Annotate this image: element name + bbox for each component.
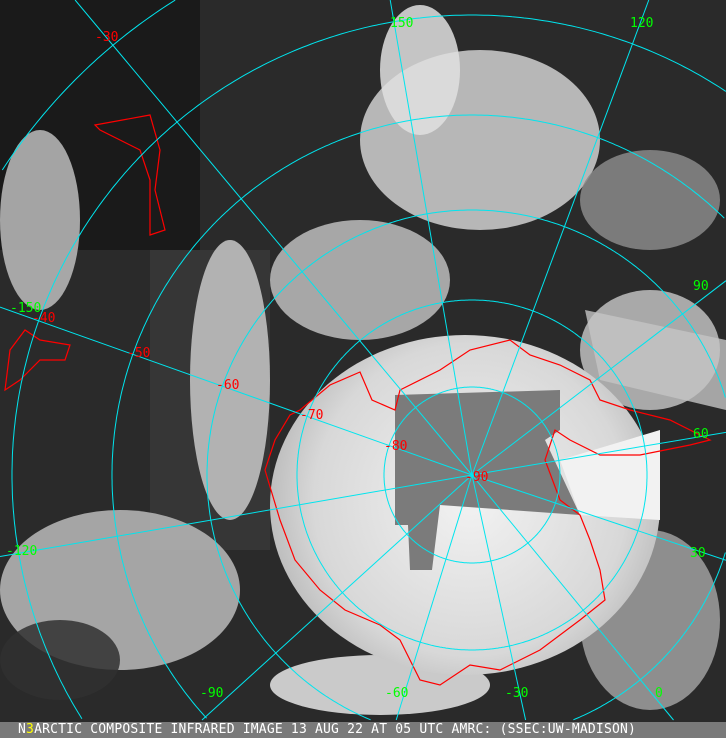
meridian-line: [471, 474, 674, 721]
lat-label: -70: [300, 408, 323, 423]
lat-label: -90: [465, 470, 488, 485]
meridian-line: [0, 306, 473, 476]
lon-label: -150: [10, 301, 41, 316]
lon-label: 60: [693, 427, 709, 442]
image-caption: N3ARCTIC COMPOSITE INFRARED IMAGE 13 AUG…: [0, 722, 726, 738]
graticule: [0, 0, 726, 721]
meridian-line: [74, 0, 473, 476]
meridian-line: [471, 0, 650, 476]
meridian-line: [389, 0, 473, 476]
latitude-circle: [573, 552, 726, 721]
meridian-line: [471, 474, 726, 561]
latitude-circle: [1, 0, 176, 171]
meridian-line: [0, 474, 473, 557]
lon-label: -120: [6, 544, 37, 559]
latitude-circle: [11, 14, 726, 720]
lat-label: -60: [216, 378, 239, 393]
meridian-line: [471, 474, 527, 721]
lon-label: -30: [505, 686, 528, 701]
lon-label: 150: [390, 16, 413, 31]
lat-label: -50: [127, 346, 150, 361]
infrared-composite-image: 150 120 90 60 30 0 -30 -60 -90 -120 -150…: [0, 0, 726, 722]
longitude-labels: 150 120 90 60 30 0 -30 -60 -90 -120 -150: [6, 16, 709, 701]
lon-label: -90: [200, 686, 223, 701]
meridian-line: [395, 474, 473, 721]
lon-label: 30: [690, 546, 706, 561]
latitude-labels: -30 -40 -50 -60 -70 -80 -90: [32, 30, 488, 485]
caption-marker: 3: [26, 722, 35, 737]
coastline: [4, 114, 712, 686]
lat-label: -30: [95, 30, 118, 45]
latitude-circle: [383, 386, 561, 564]
caption-text: ARCTIC COMPOSITE INFRARED IMAGE 13 AUG 2…: [34, 722, 637, 737]
lat-label: -80: [384, 439, 407, 454]
latitude-circle: [111, 114, 725, 719]
caption-prefix: N: [18, 722, 27, 737]
lon-label: 0: [655, 686, 663, 701]
lat-label: -40: [32, 311, 55, 326]
australia-coastline: [4, 329, 71, 392]
meridian-line: [201, 474, 473, 721]
lon-label: -60: [385, 686, 408, 701]
new-zealand-coastline: [93, 114, 166, 236]
lon-label: 90: [693, 279, 709, 294]
latitude-circle: [206, 209, 726, 721]
latitude-circle: [296, 299, 648, 651]
lon-label: 120: [630, 16, 653, 31]
meridian-line: [471, 280, 726, 476]
meridian-line: [471, 431, 726, 476]
